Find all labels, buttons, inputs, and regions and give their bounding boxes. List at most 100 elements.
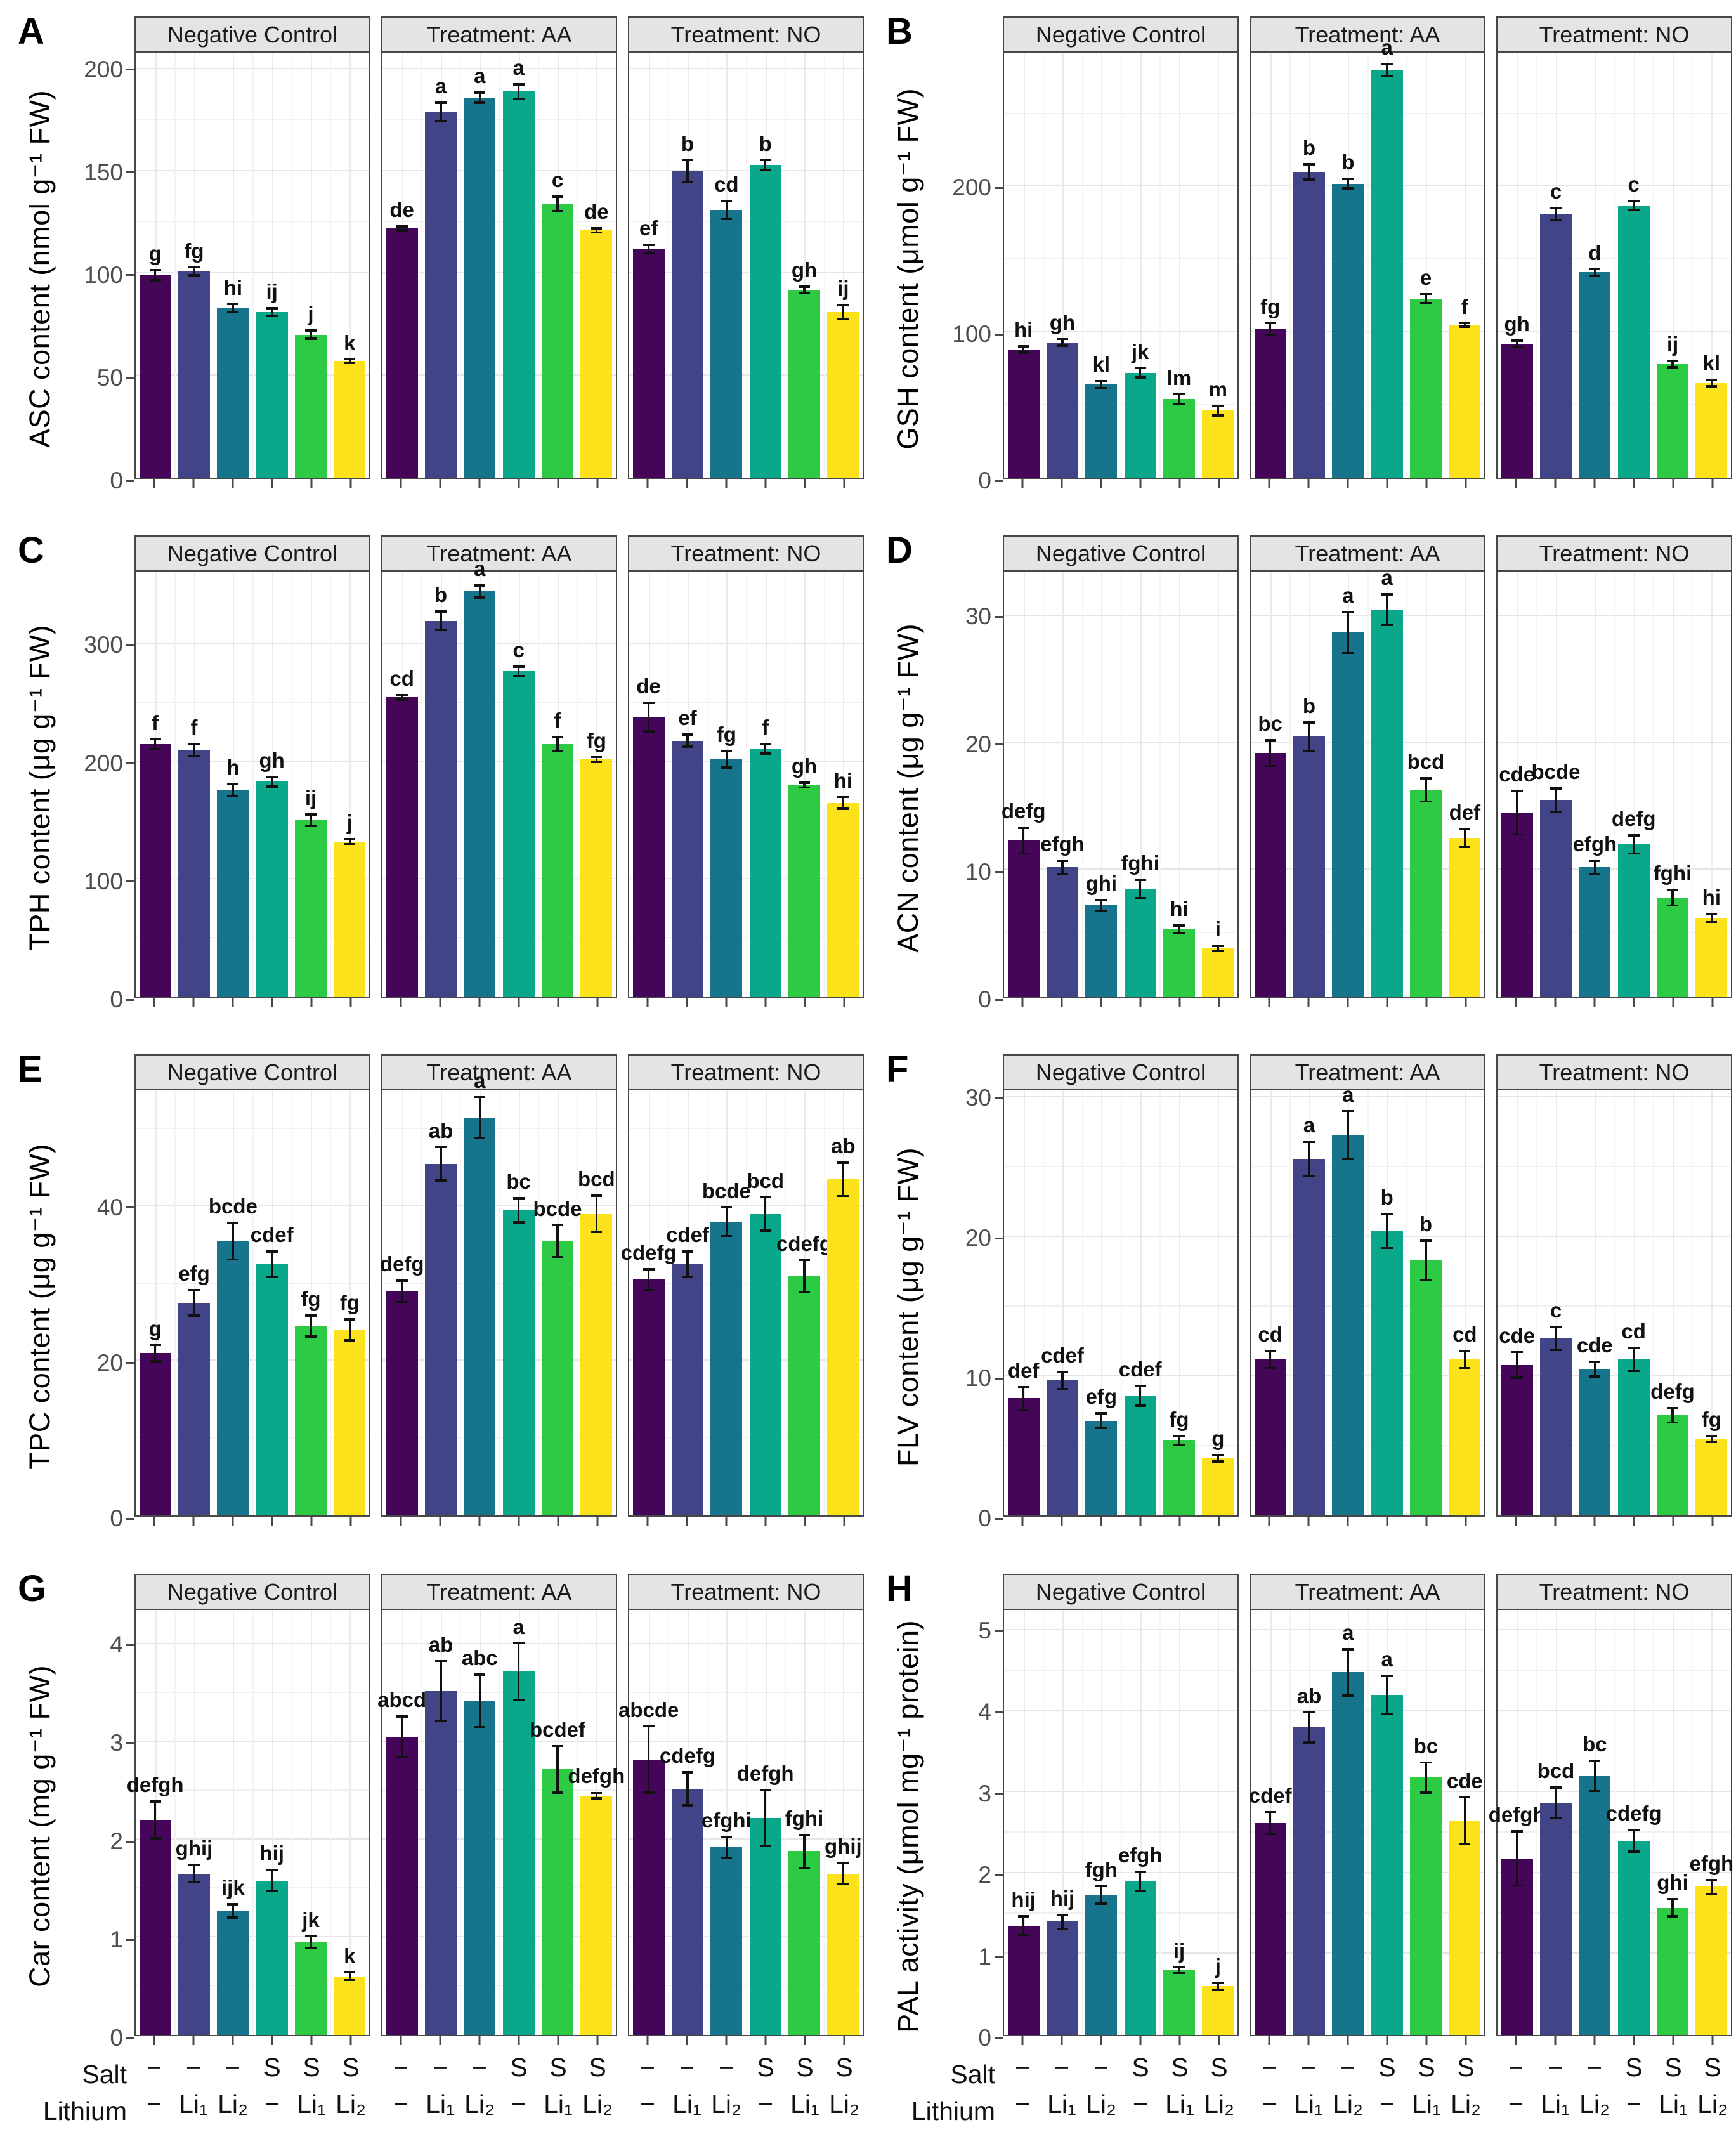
x-tick-mark	[192, 2036, 195, 2045]
significance-letter: hij	[1050, 1886, 1075, 1910]
significance-letter: defgh	[736, 1761, 794, 1785]
y-tick-label: 0	[110, 1505, 123, 1531]
error-bar-line	[647, 244, 650, 254]
error-bar-line	[1593, 860, 1596, 875]
error-bar-cap	[1381, 1713, 1393, 1715]
x-axis-ticks	[1250, 2036, 1485, 2051]
facet-3: Treatment: NO cde c cde cd defg fg	[1496, 1054, 1732, 1532]
x-tick-mark	[1672, 2036, 1674, 2045]
error-bar-line	[647, 702, 650, 733]
error-bar-cap	[474, 1095, 486, 1099]
significance-letter: cdef	[666, 1223, 709, 1247]
y-axis-title-text: ACN content (μg g⁻¹ FW)	[891, 623, 924, 953]
bar	[256, 1880, 288, 2035]
significance-letter: fg	[184, 239, 204, 263]
gridline-vertical-minor	[1198, 572, 1200, 997]
bar	[334, 841, 366, 997]
x-tick-mark	[596, 2036, 599, 2045]
bar	[256, 312, 288, 478]
bar	[1332, 632, 1364, 997]
gridline-vertical	[1101, 572, 1103, 997]
error-bar-line	[1308, 721, 1310, 752]
error-bar-line	[1139, 1870, 1142, 1892]
error-bar-cap	[396, 229, 408, 232]
error-bar-cap	[759, 169, 771, 171]
error-bar-line	[1100, 380, 1103, 389]
significance-letter: fg	[716, 722, 736, 747]
bar	[1163, 1970, 1196, 2035]
y-tick-mark	[995, 1874, 1003, 1876]
error-bar-cap	[266, 1276, 278, 1279]
significance-letter: ghij	[175, 1836, 213, 1860]
gridline-vertical	[194, 53, 195, 478]
error-bar-cap	[1095, 386, 1107, 389]
error-bar-cap	[1095, 1427, 1107, 1429]
significance-letter: abc	[461, 1646, 498, 1670]
gridline-vertical-minor	[1159, 572, 1161, 997]
gridline-vertical-minor	[1614, 1610, 1615, 2035]
plot-area: cde c cde cd defg fg	[1496, 1090, 1732, 1517]
gridline-vertical	[843, 53, 845, 478]
significance-letter: a	[434, 74, 447, 98]
x-tick-mark	[310, 998, 313, 1007]
error-bar-cap	[552, 736, 563, 738]
error-bar-line	[517, 665, 520, 677]
error-bar-line	[1555, 1326, 1557, 1351]
plot-area: g fg hi ij j k	[134, 53, 370, 479]
salt-tick-row: − − − S S S	[628, 2051, 864, 2088]
y-axis-title-text: GSH content (μmol g⁻¹ FW)	[891, 88, 924, 450]
error-bar-cap	[188, 1289, 200, 1291]
gridline-vertical-minor	[1043, 572, 1044, 997]
error-bar-line	[686, 733, 689, 748]
error-bar-cap	[1459, 1349, 1471, 1352]
x-tick-mark	[1021, 479, 1024, 488]
error-bar-cap	[643, 1289, 655, 1291]
error-bar-cap	[227, 1916, 239, 1919]
gridline-vertical	[233, 53, 235, 478]
error-bar-cap	[682, 181, 693, 184]
error-bar-cap	[837, 1194, 849, 1198]
error-bar-line	[310, 1935, 312, 1949]
salt-tick-label: −	[1548, 2053, 1563, 2082]
x-axis-ticks	[381, 1517, 617, 1532]
error-bar-cap	[1173, 1434, 1185, 1437]
gridline-vertical	[1426, 53, 1427, 478]
plot-wrap: 0 100 200 Negative Control hi gh kl jk lm m Treatm…	[944, 16, 1736, 494]
significance-letter: fg	[1701, 1407, 1721, 1431]
error-bar-cap	[1173, 393, 1185, 396]
lithium-tick-label: −	[1508, 2089, 1524, 2119]
error-bar-line	[556, 736, 559, 753]
gridline-vertical-minor	[1692, 1610, 1694, 2035]
bar	[1501, 813, 1533, 997]
gridline-vertical-minor	[1445, 53, 1447, 478]
bar	[632, 717, 665, 997]
error-bar-cap	[1381, 1675, 1393, 1677]
error-bar-cap	[1017, 1933, 1029, 1937]
bar	[1501, 1858, 1533, 2035]
x-tick-mark	[478, 998, 481, 1007]
significance-letter: fghi	[1121, 851, 1159, 875]
lithium-tick-label: −	[393, 2089, 408, 2119]
error-bar-cap	[1511, 1884, 1523, 1887]
error-bar-cap	[643, 1725, 655, 1728]
lithium-tick-label: Li₁	[1047, 2089, 1076, 2119]
error-bar-cap	[435, 101, 447, 104]
error-bar-line	[1347, 1109, 1350, 1160]
salt-tick-label: S	[796, 2053, 814, 2082]
gridline-vertical-minor	[252, 1090, 254, 1515]
x-tick-mark	[1307, 998, 1310, 1007]
significance-letter: gh	[1504, 312, 1530, 336]
error-bar-line	[1515, 1830, 1518, 1887]
error-bar-cap	[837, 1161, 849, 1164]
error-bar-cap	[396, 1300, 408, 1303]
gridline-vertical-minor	[1081, 1610, 1083, 2035]
y-tick-mark	[126, 880, 134, 883]
x-tick-mark	[1672, 479, 1674, 488]
error-bar-cap	[1212, 950, 1224, 952]
y-tick-label: 100	[84, 261, 123, 288]
salt-tick-label: S	[1664, 2053, 1682, 2082]
salt-tick-label: S	[1418, 2053, 1435, 2082]
panel-a: A ASC content (nmol g⁻¹ FW) 0 50 100 150 200 Ne…	[0, 0, 868, 519]
bar	[217, 1241, 249, 1515]
error-bar-cap	[1628, 852, 1640, 854]
